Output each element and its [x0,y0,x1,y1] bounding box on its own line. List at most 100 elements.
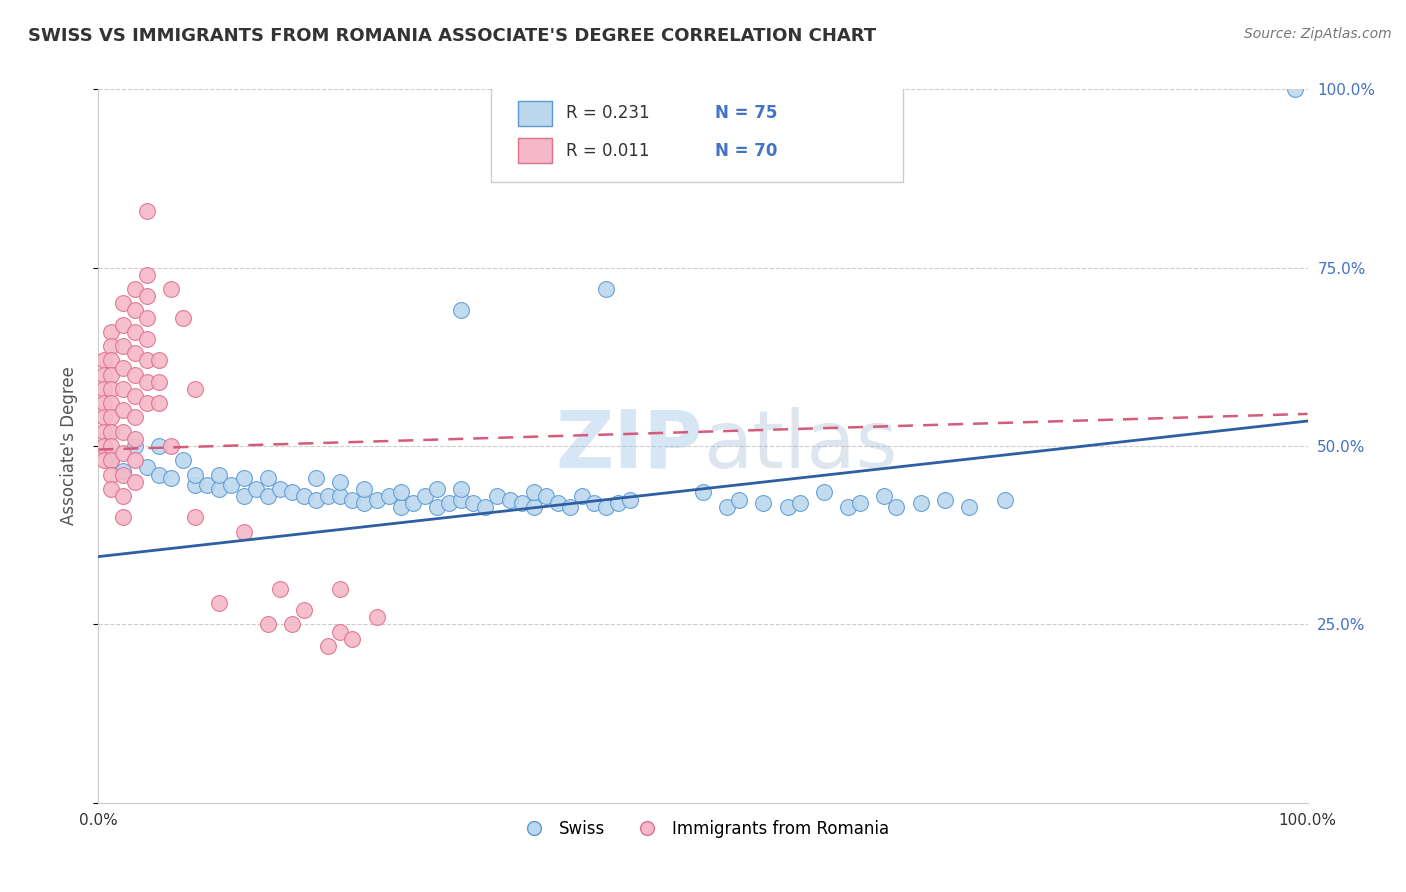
Point [111,467,134,482]
Point [148,467,170,482]
Text: N = 70: N = 70 [716,142,778,160]
FancyBboxPatch shape [492,86,903,182]
Point [124,475,146,489]
Point [510,496,533,510]
Point [329,624,352,639]
Point [776,500,799,514]
Point [292,603,315,617]
Point [450,482,472,496]
Point [100,325,122,339]
Point [195,478,218,492]
Point [377,489,399,503]
Point [124,282,146,296]
Point [329,489,352,503]
Point [547,496,569,510]
Point [93,439,115,453]
Point [426,500,449,514]
Point [595,500,617,514]
Point [100,368,122,382]
Point [93,453,115,467]
Point [402,496,425,510]
Legend: Swiss, Immigrants from Romania: Swiss, Immigrants from Romania [510,814,896,845]
Point [728,492,751,507]
Point [305,492,328,507]
Text: N = 75: N = 75 [716,104,778,122]
Point [135,460,157,475]
Point [583,496,606,510]
Point [692,485,714,500]
Point [111,489,134,503]
Point [111,446,134,460]
Point [571,489,593,503]
Point [124,303,146,318]
Point [232,524,254,539]
Point [269,582,291,596]
Point [389,485,412,500]
Point [135,203,157,218]
Point [716,500,738,514]
Point [135,310,157,325]
Point [93,425,115,439]
Point [93,410,115,425]
Point [184,510,207,524]
Point [100,382,122,396]
Point [111,403,134,417]
Point [184,467,207,482]
Point [934,492,956,507]
Point [221,478,243,492]
Point [208,482,231,496]
Point [111,510,134,524]
Point [208,467,231,482]
Point [93,396,115,410]
Point [124,368,146,382]
Text: R = 0.011: R = 0.011 [567,142,650,160]
Point [184,478,207,492]
Point [100,425,122,439]
Point [957,500,980,514]
Point [93,382,115,396]
Point [148,439,170,453]
Point [100,453,122,467]
FancyBboxPatch shape [517,137,553,163]
Point [558,500,581,514]
Text: SWISS VS IMMIGRANTS FROM ROMANIA ASSOCIATE'S DEGREE CORRELATION CHART: SWISS VS IMMIGRANTS FROM ROMANIA ASSOCIA… [28,27,876,45]
Point [232,471,254,485]
Point [523,500,546,514]
Point [256,471,278,485]
Point [148,375,170,389]
Point [148,353,170,368]
Point [813,485,835,500]
Point [172,310,194,325]
Point [329,582,352,596]
Point [111,425,134,439]
Point [619,492,641,507]
Point [232,489,254,503]
Point [160,471,183,485]
Point [111,360,134,375]
Point [135,353,157,368]
Point [135,268,157,282]
Point [124,325,146,339]
Point [124,453,146,467]
Point [316,489,339,503]
FancyBboxPatch shape [517,101,553,127]
Point [124,432,146,446]
Point [160,282,183,296]
Point [135,332,157,346]
Point [873,489,896,503]
Point [135,289,157,303]
Point [269,482,291,496]
Point [353,482,375,496]
Point [305,471,328,485]
Point [607,496,630,510]
Point [111,382,134,396]
Point [111,464,134,478]
Point [329,475,352,489]
Point [1284,82,1306,96]
Point [474,500,496,514]
Point [342,632,364,646]
Point [281,485,304,500]
Point [184,382,207,396]
Point [135,396,157,410]
Point [100,467,122,482]
